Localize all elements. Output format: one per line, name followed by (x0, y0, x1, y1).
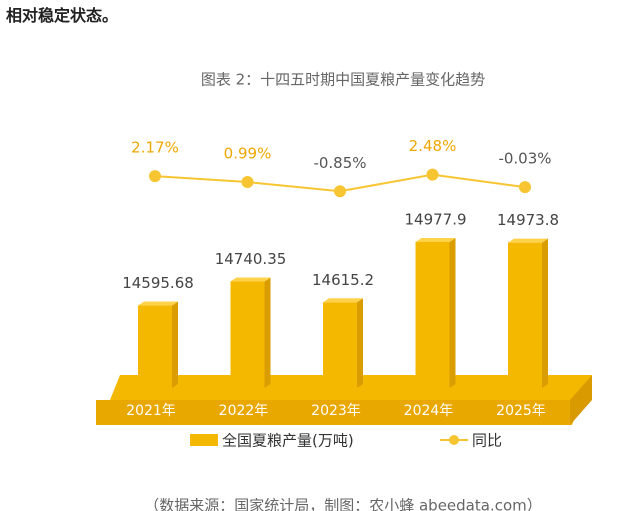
legend-swatch (190, 434, 218, 446)
x-tick-label: 2025年 (496, 403, 546, 419)
value-label: 14615.2 (312, 271, 374, 289)
bar (138, 305, 172, 388)
legend-label: 同比 (472, 432, 502, 450)
value-label: 2.48% (409, 137, 457, 155)
legend-label: 全国夏粮产量(万吨) (222, 432, 354, 450)
lead-text: 相对稳定状态。 (6, 6, 119, 25)
bar-top (138, 301, 178, 306)
bar-side (449, 237, 456, 388)
floor-side (570, 375, 592, 425)
bar-side (357, 298, 363, 388)
bar-top (230, 277, 271, 282)
value-label: 2.17% (131, 139, 179, 157)
bar-top (323, 298, 363, 303)
value-label: 14595.68 (122, 274, 194, 292)
bar-side (542, 238, 548, 388)
value-label: -0.03% (498, 150, 551, 168)
x-tick-label: 2023年 (311, 403, 361, 419)
value-label: 14977.9 (404, 210, 466, 228)
line-point (519, 181, 531, 194)
line-point (241, 176, 254, 189)
source: （数据来源：国家统计局，制图：农小蜂 abeedata.com） (144, 497, 542, 511)
bar-top (508, 238, 548, 243)
value-label: 14740.35 (215, 250, 287, 268)
x-tick-label: 2022年 (219, 403, 269, 419)
bar-top (415, 237, 456, 242)
x-tick-label: 2021年 (126, 403, 176, 419)
legend-swatch (449, 435, 459, 445)
bar (415, 241, 450, 388)
line-point (149, 170, 161, 183)
bar (508, 242, 542, 388)
value-label: -0.85% (313, 154, 366, 172)
value-label: 14973.8 (497, 211, 559, 229)
chart-title: 图表 2：十四五时期中国夏粮产量变化趋势 (201, 71, 485, 89)
line-point (426, 168, 439, 181)
floor-front (96, 400, 570, 425)
bar (323, 302, 357, 388)
bar (230, 281, 265, 388)
bar-side (264, 277, 271, 388)
value-label: 0.99% (224, 145, 272, 163)
line-point (334, 185, 346, 198)
bar-side (172, 301, 178, 388)
x-tick-label: 2024年 (404, 403, 454, 419)
